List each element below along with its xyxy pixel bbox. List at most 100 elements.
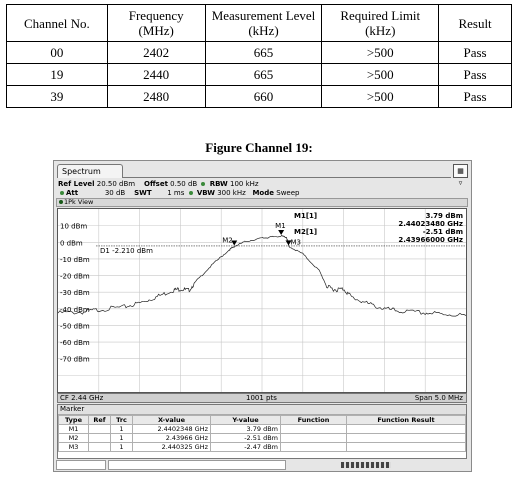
marker-table-title: Marker xyxy=(58,405,466,415)
view-label: 1Pk View xyxy=(64,198,94,206)
threshold-label-d1: D1 -2.210 dBm xyxy=(100,247,153,255)
cell-measurement: 665 xyxy=(204,63,323,86)
marker-row[interactable]: M2 1 2.43966 GHz -2.51 dBm xyxy=(58,433,466,443)
rbw-value: 100 kHz xyxy=(230,180,259,188)
marker-table-panel: Marker Type Ref Trc X-value Y-value Func… xyxy=(57,404,467,459)
ref-level-label: Ref Level xyxy=(58,180,95,188)
header-channel: Channel No. xyxy=(6,4,108,42)
marker-header-row: Type Ref Trc X-value Y-value Function Fu… xyxy=(58,415,466,425)
marker-triangle xyxy=(285,240,292,246)
marker-tag-label: M3 xyxy=(291,238,302,246)
coupling-dot-icon xyxy=(188,191,193,195)
readout-m1-frequency: 2.44023480 GHz xyxy=(398,220,463,228)
marker-trace: 1 xyxy=(110,433,133,443)
marker-col-y: Y-value xyxy=(210,415,281,425)
y-tick-label: -20 dBm xyxy=(60,273,90,281)
cell-measurement: 665 xyxy=(204,41,323,64)
marker-col-ref: Ref xyxy=(88,415,111,425)
cell-channel: 19 xyxy=(6,63,108,86)
spectrum-trace-line xyxy=(58,234,466,317)
cell-measurement: 660 xyxy=(204,85,323,108)
marker-row[interactable]: M1 1 2.4402348 GHz 3.79 dBm xyxy=(58,424,466,434)
header-measurement-level: Measurement Level (kHz) xyxy=(204,4,323,42)
marker-y-value: -2.47 dBm xyxy=(210,442,281,452)
settings-row-1: Ref Level 20.50 dBm Offset 0.50 dB RBW 1… xyxy=(58,180,259,188)
spectrum-analyzer-screenshot: Spectrum ▦ ▿ Ref Level 20.50 dBm Offset 0… xyxy=(53,160,472,472)
header-required-limit: Required Limit (kHz) xyxy=(321,4,440,42)
marker-trace: 1 xyxy=(110,442,133,452)
marker-col-x: X-value xyxy=(132,415,211,425)
marker-function xyxy=(280,442,347,452)
trace-view-bar: 1Pk View xyxy=(56,198,468,207)
marker-triangle xyxy=(278,229,285,235)
marker-x-value: 2.4402348 GHz xyxy=(132,424,211,434)
marker-type: M1 xyxy=(58,424,89,434)
readout-m2-frequency: 2.43966000 GHz xyxy=(398,236,463,244)
att-label: Att xyxy=(66,189,79,197)
marker-ref xyxy=(88,433,111,443)
tab-divider xyxy=(123,177,451,178)
table-row: 39 2480 660 >500 Pass xyxy=(6,85,512,108)
trace-dot-icon xyxy=(59,200,63,204)
status-segment xyxy=(56,460,106,470)
rbw-label: RBW xyxy=(209,180,228,188)
readout-m1-level: 3.79 dBm xyxy=(426,212,463,220)
marker-col-function-result: Function Result xyxy=(346,415,466,425)
figure-caption: Figure Channel 19: xyxy=(205,140,313,155)
marker-tag-label: M1 xyxy=(275,222,286,230)
status-segment xyxy=(108,460,286,470)
marker-function-result xyxy=(346,442,466,452)
tab-spectrum[interactable]: Spectrum xyxy=(57,164,123,178)
marker-tag-label: M2 xyxy=(222,236,233,244)
marker-row[interactable]: M3 1 2.440325 GHz -2.47 dBm xyxy=(58,442,466,452)
cell-limit: >500 xyxy=(321,41,440,64)
results-table: Channel No. Frequency (MHz) Measurement L… xyxy=(6,4,512,108)
screen-menu-icon[interactable]: ▦ ▿ xyxy=(453,164,468,187)
y-tick-label: -60 dBm xyxy=(60,339,90,347)
readout-m1-label: M1[1] xyxy=(294,212,317,220)
marker-y-value: -2.51 dBm xyxy=(210,433,281,443)
marker-y-value: 3.79 dBm xyxy=(210,424,281,434)
spectrum-chart: 10 dBm 0 dBm -10 dBm -20 dBm -30 dBm -40 dBm -… xyxy=(58,209,466,392)
settings-row-2: Att 30 dB SWT 1 ms VBW 300 kHz Mode Swee… xyxy=(58,189,299,197)
cell-channel: 00 xyxy=(6,41,108,64)
y-tick-label: -50 dBm xyxy=(60,322,90,330)
marker-x-value: 2.43966 GHz xyxy=(132,433,211,443)
cell-result: Pass xyxy=(438,41,512,64)
coupling-dot-icon xyxy=(201,182,206,186)
marker-col-function: Function xyxy=(280,415,347,425)
header-frequency: Frequency (MHz) xyxy=(106,4,206,42)
marker-function xyxy=(280,433,347,443)
spectrum-plot[interactable]: 10 dBm 0 dBm -10 dBm -20 dBm -30 dBm -40 dBm -… xyxy=(57,208,467,393)
swt-value: 1 ms xyxy=(167,189,185,197)
readout-m2-label: M2[1] xyxy=(294,228,317,236)
marker-type: M3 xyxy=(58,442,89,452)
marker-trace: 1 xyxy=(110,424,133,434)
readout-m2-level: -2.51 dBm xyxy=(423,228,463,236)
cell-limit: >500 xyxy=(321,85,440,108)
table-row: 00 2402 665 >500 Pass xyxy=(6,41,512,64)
marker-col-type: Type xyxy=(58,415,89,425)
cell-limit: >500 xyxy=(321,63,440,86)
mode-value: Sweep xyxy=(276,189,300,197)
cell-result: Pass xyxy=(438,85,512,108)
y-tick-label: -40 dBm xyxy=(60,306,90,314)
marker-function-result xyxy=(346,424,466,434)
cell-frequency: 2402 xyxy=(106,41,206,64)
marker-function xyxy=(280,424,347,434)
mode-label: Mode xyxy=(252,189,275,197)
marker-function-result xyxy=(346,433,466,443)
frequency-span: Span 5.0 MHz xyxy=(414,394,463,402)
offset-label: Offset xyxy=(144,180,168,188)
marker-ref xyxy=(88,442,111,452)
marker-col-trc: Trc xyxy=(110,415,133,425)
vbw-value: 300 kHz xyxy=(217,189,246,197)
marker-ref xyxy=(88,424,111,434)
results-header-row: Channel No. Frequency (MHz) Measurement L… xyxy=(6,4,512,42)
vbw-label: VBW xyxy=(196,189,215,197)
status-bar xyxy=(56,460,469,470)
table-row: 19 2440 665 >500 Pass xyxy=(6,63,512,86)
marker-triangle xyxy=(231,240,238,246)
y-tick-label: -10 dBm xyxy=(60,256,90,264)
y-tick-label: -70 dBm xyxy=(60,356,90,364)
